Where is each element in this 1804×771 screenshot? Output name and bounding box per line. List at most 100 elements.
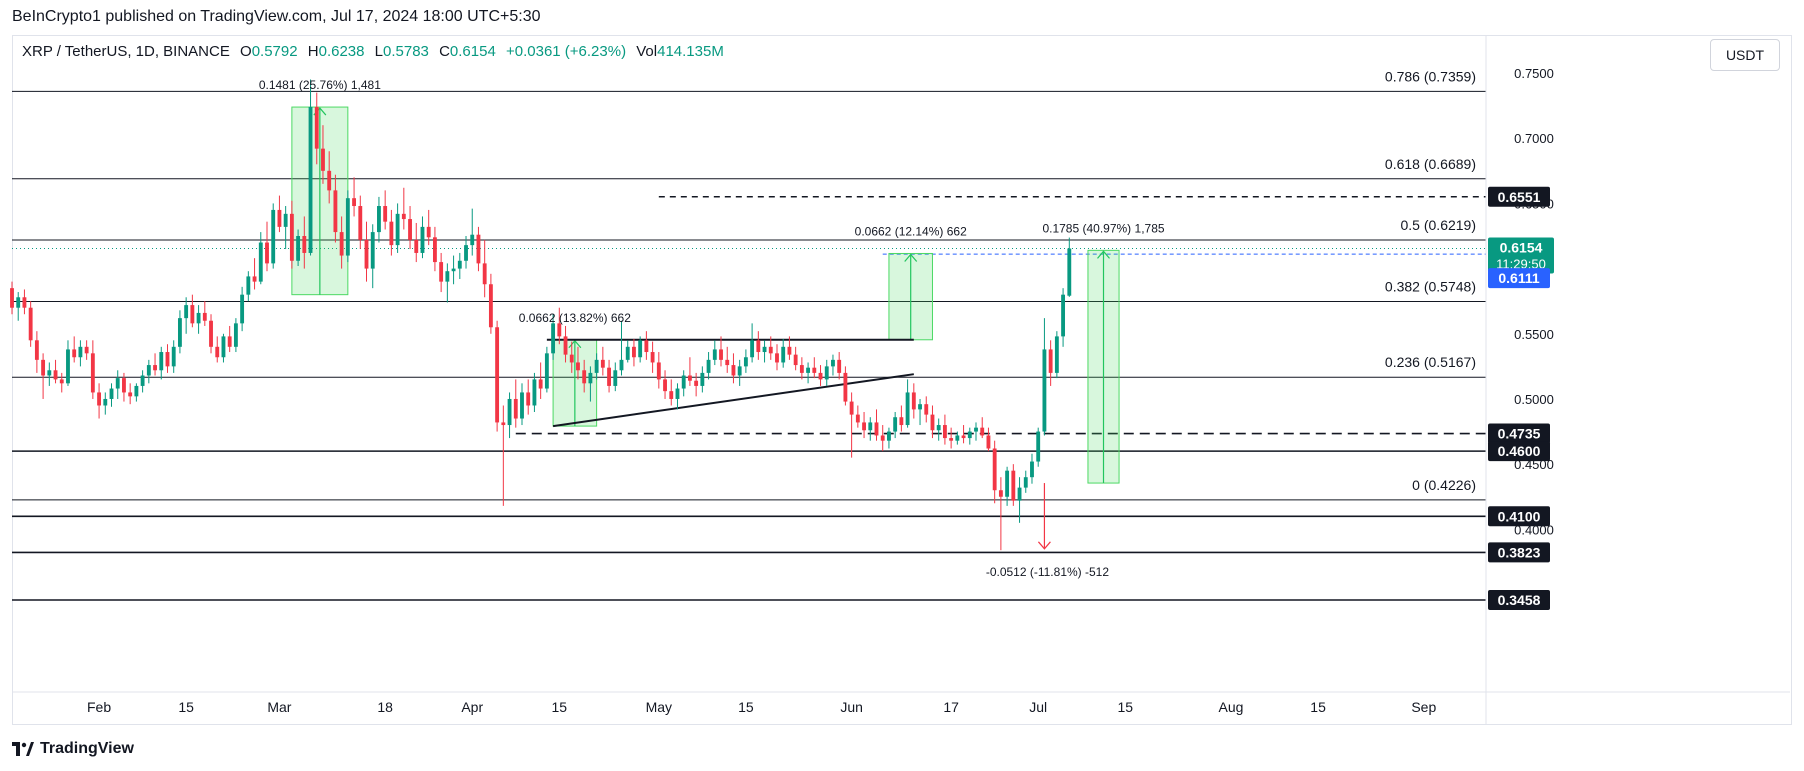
- candle-body: [59, 379, 64, 384]
- low-value: 0.5783: [383, 43, 429, 60]
- candle-body: [122, 378, 126, 393]
- horizontal-levels: [12, 90, 1486, 601]
- candle-body: [911, 392, 916, 410]
- candlesticks: [10, 79, 1072, 551]
- level-badge: [1488, 186, 1550, 207]
- candle-body: [308, 106, 313, 253]
- countdown-label: 11:29:50: [1496, 257, 1546, 272]
- candle-body: [632, 346, 636, 358]
- candle-body: [743, 357, 748, 367]
- candle-body: [507, 398, 512, 426]
- time-tick-label: Aug: [1219, 699, 1244, 715]
- candle-body: [1042, 349, 1047, 432]
- candle-body: [153, 365, 157, 371]
- candle-body: [271, 209, 276, 264]
- price-axis: 0.75000.70000.65000.55000.50000.45000.40…: [1485, 36, 1554, 724]
- candle-body: [233, 323, 238, 347]
- candle-body: [625, 346, 630, 360]
- candle-body: [700, 372, 705, 386]
- candle-body: [277, 209, 282, 227]
- candle-body: [756, 340, 761, 353]
- candle-body: [924, 404, 929, 415]
- second-price-label: 0.6111: [1498, 270, 1539, 286]
- fib-label: 0 (0.4226): [1412, 477, 1476, 493]
- candle-body: [495, 327, 500, 423]
- candle-body: [563, 336, 568, 355]
- candle-body: [557, 323, 562, 337]
- candle-body: [644, 340, 649, 353]
- candle-body: [159, 352, 164, 371]
- candle-body: [140, 375, 145, 386]
- candle-body: [289, 213, 294, 261]
- symbol-title: XRP / TetherUS, 1D, BINANCE: [22, 43, 230, 60]
- candle-body: [16, 297, 21, 308]
- candle-body: [34, 340, 39, 360]
- candle-body: [544, 353, 549, 389]
- candle-body: [78, 346, 83, 358]
- candle-body: [90, 353, 95, 393]
- candle-body: [613, 370, 618, 386]
- measure-arrow-head: [1097, 250, 1110, 259]
- candle-body: [974, 427, 978, 432]
- candle-body: [352, 198, 356, 207]
- current-price-badge: [1488, 237, 1554, 274]
- price-tick-label: 0.7500: [1514, 66, 1554, 81]
- candle-body: [526, 392, 531, 406]
- candle-body: [383, 206, 388, 222]
- candle-body: [812, 367, 817, 373]
- candle-body: [265, 242, 269, 264]
- candle-body: [520, 392, 524, 419]
- open-label: O: [240, 43, 252, 60]
- candle-body: [1054, 336, 1059, 373]
- measure-label: 0.1481 (25.76%) 1,481: [259, 78, 381, 92]
- candle-body: [992, 448, 997, 491]
- candle-body: [227, 336, 232, 347]
- tradingview-logo-icon: [12, 742, 34, 756]
- candle-body: [961, 435, 966, 439]
- time-tick-label: 15: [738, 699, 754, 715]
- candle-body: [663, 379, 667, 392]
- close-value: 0.6154: [449, 43, 496, 60]
- candle-body: [799, 365, 804, 373]
- candle-body: [103, 398, 108, 406]
- candle-body: [750, 340, 755, 358]
- candle-body: [501, 422, 506, 426]
- candle-body: [694, 380, 699, 386]
- candle-body: [202, 312, 207, 321]
- volume-value: 414.135M: [657, 43, 724, 60]
- level-badge: [1488, 506, 1550, 527]
- fib-label: 0.618 (0.6689): [1385, 156, 1476, 172]
- time-tick-label: 17: [943, 699, 959, 715]
- candle-body: [41, 359, 46, 376]
- tradingview-footer[interactable]: TradingView: [12, 740, 134, 758]
- candle-body: [868, 422, 873, 431]
- candle-body: [918, 404, 922, 410]
- candle-body: [66, 349, 70, 384]
- candle-body: [464, 245, 468, 261]
- candle-body: [426, 226, 431, 238]
- price-tick-label: 0.5000: [1514, 392, 1554, 407]
- candle-body: [457, 260, 462, 269]
- candle-body: [824, 366, 829, 380]
- candle-body: [656, 362, 661, 380]
- candle-body: [72, 349, 77, 358]
- candle-body: [762, 346, 767, 353]
- candle-body: [719, 349, 723, 360]
- level-badge-label: 0.3458: [1498, 592, 1541, 608]
- candle-body: [905, 392, 910, 426]
- level-badge-label: 0.4735: [1498, 426, 1541, 442]
- candle-body: [364, 239, 369, 269]
- candle-body: [768, 346, 773, 354]
- candle-body: [681, 375, 686, 389]
- candle-body: [831, 359, 835, 367]
- measure-label: -0.0512 (-11.81%) -512: [986, 565, 1110, 579]
- candle-body: [482, 263, 487, 285]
- price-tick-label: 0.7000: [1514, 131, 1554, 146]
- candle-body: [209, 320, 213, 347]
- change-value: +0.0361 (+6.23%): [505, 43, 627, 60]
- currency-button[interactable]: USDT: [1710, 39, 1780, 71]
- candle-body: [787, 346, 792, 355]
- candle-body: [551, 323, 556, 354]
- candle-body: [22, 297, 27, 308]
